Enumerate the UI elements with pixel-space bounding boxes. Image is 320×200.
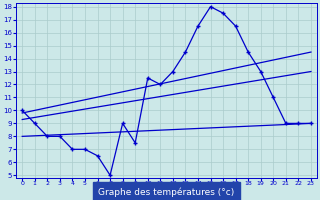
X-axis label: Graphe des températures (°c): Graphe des températures (°c) xyxy=(99,188,235,197)
